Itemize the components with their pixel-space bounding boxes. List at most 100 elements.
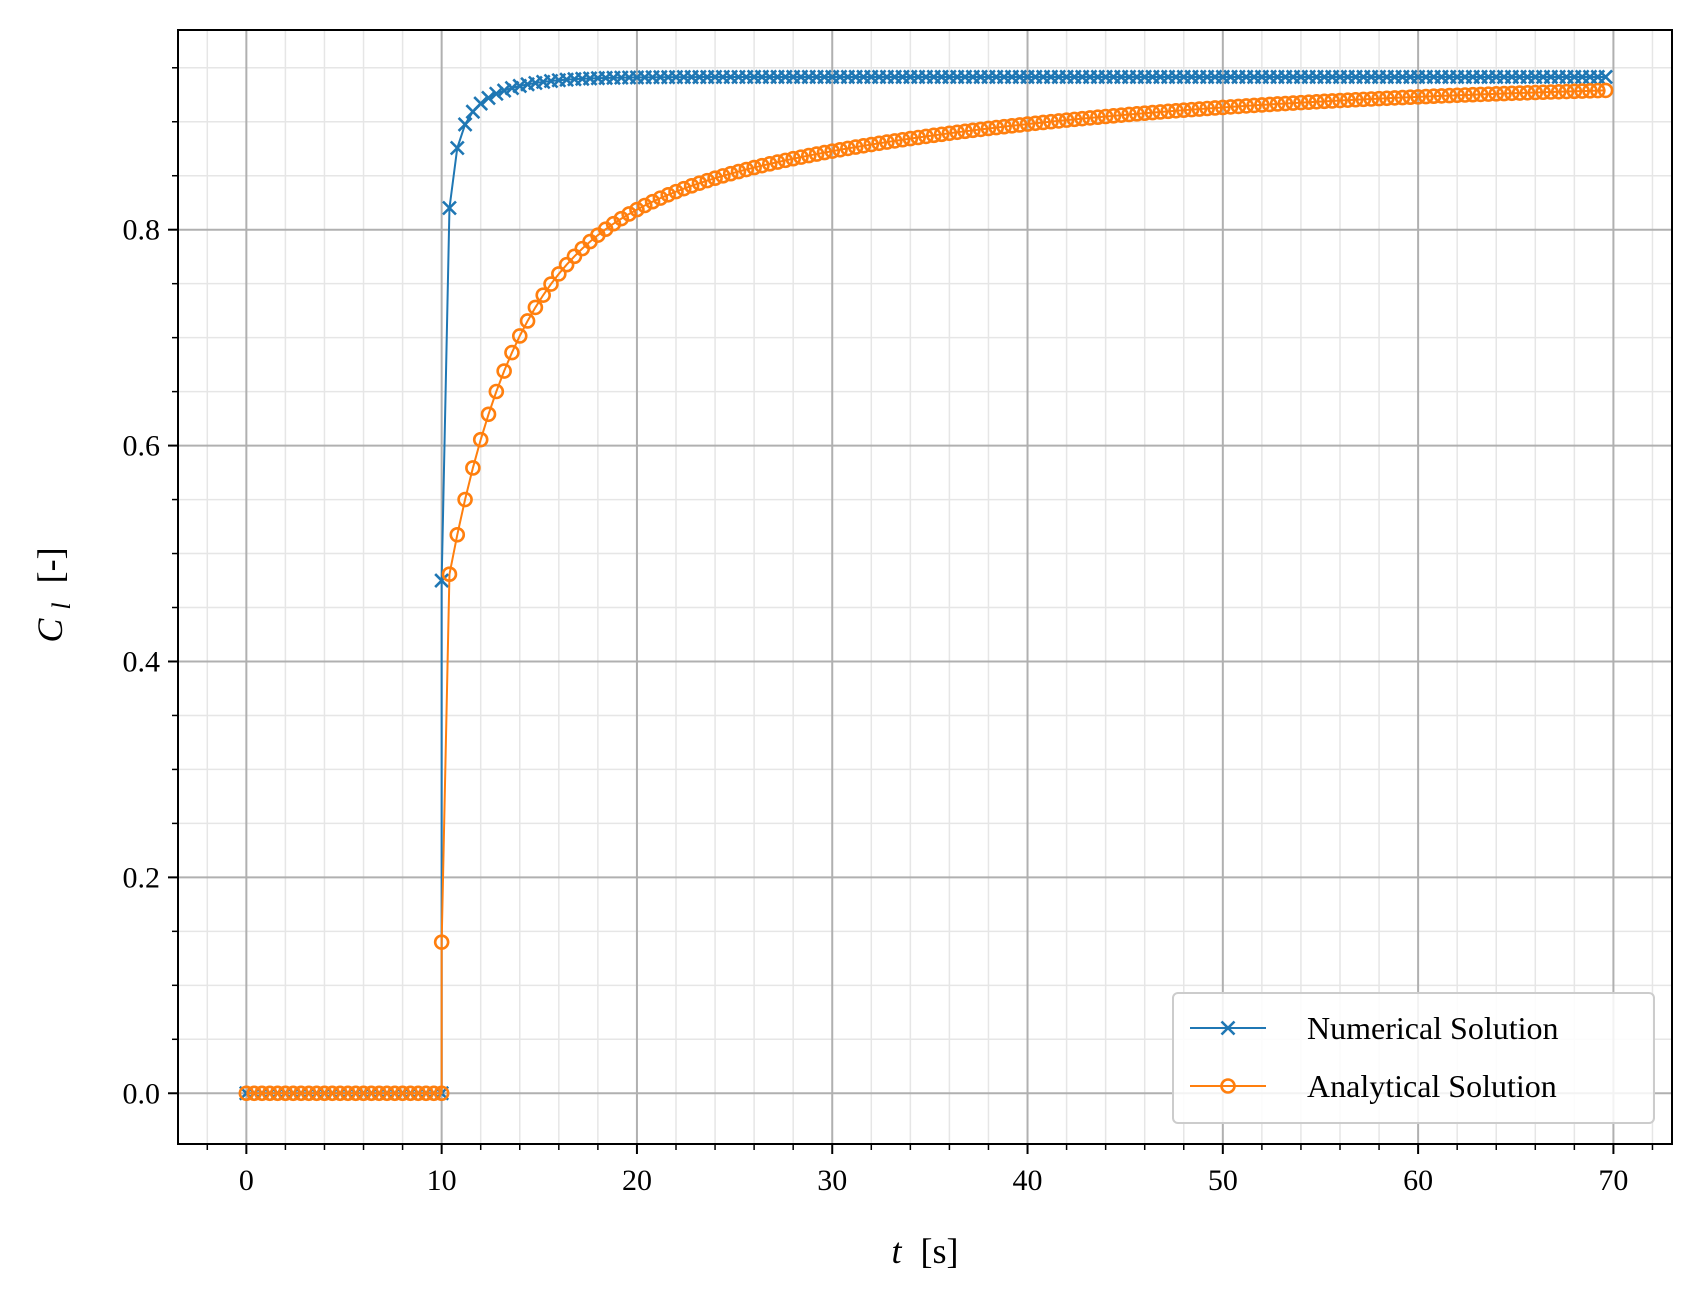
data-point-circle-marker [316,1085,333,1102]
data-point-circle-marker [1550,83,1567,100]
data-point-circle-marker [840,140,856,157]
data-point-circle-marker [301,1085,317,1102]
data-point-circle-marker [1035,114,1051,131]
data-point-circle-marker [1004,118,1020,134]
y-tick-label: 0.2 [123,861,161,894]
data-point-circle-marker [1129,106,1145,122]
data-point-circle-marker [441,566,458,583]
data-point-circle-marker [1308,93,1325,110]
data-point-circle-marker [1441,87,1458,104]
data-point-circle-marker [363,1085,380,1102]
data-point-circle-marker [1222,99,1239,115]
data-point-circle-marker [324,1085,341,1102]
data-point-circle-marker [1019,116,1036,132]
x-tick-label: 70 [1598,1164,1628,1197]
y-axis-label: C l [-] [30,547,78,642]
data-point-circle-marker [246,1085,262,1102]
data-point-circle-marker [1332,92,1348,109]
data-point-circle-marker [394,1085,411,1102]
data-point-circle-marker [1238,98,1255,114]
data-point-circle-marker [1285,95,1301,111]
data-point-circle-marker [1082,110,1098,126]
data-point-circle-marker [1090,109,1106,126]
legend-label-numerical: Numerical Solution [1307,1010,1559,1046]
data-point-circle-marker [1136,105,1153,122]
y-axis-label-sub: l [47,602,76,609]
x-tick-label: 20 [622,1164,652,1197]
data-point-circle-marker [277,1085,294,1102]
data-point-circle-marker [972,121,989,138]
data-point-circle-marker [1261,96,1278,113]
x-tick-label: 10 [427,1164,457,1197]
data-point-circle-marker [285,1085,302,1102]
data-point-circle-marker [761,156,778,172]
data-point-circle-marker [636,197,653,214]
data-point-circle-marker [386,1085,403,1102]
data-point-circle-marker [879,134,895,150]
data-point-x-marker [442,200,457,216]
data-point-circle-marker [988,119,1005,136]
data-point-circle-marker [535,287,552,303]
data-point-circle-marker [254,1085,270,1102]
y-tick-label: 0.4 [123,645,161,678]
data-point-circle-marker [1254,97,1270,113]
data-point-circle-marker [418,1085,434,1102]
data-point-circle-marker [1496,85,1512,102]
data-point-circle-marker [1558,83,1575,100]
data-point-x-marker [488,86,504,102]
data-point-circle-marker [824,143,841,159]
data-point-x-marker [481,90,496,106]
data-point-circle-marker [1105,108,1122,124]
data-point-circle-marker [808,146,825,162]
data-point-circle-marker [371,1085,387,1102]
data-point-circle-marker [894,131,911,148]
data-point-circle-marker [793,149,809,165]
data-point-circle-marker [965,122,981,139]
x-axis-label-var: t [891,1231,902,1271]
data-point-circle-marker [715,168,731,184]
data-point-circle-marker [1347,91,1364,108]
data-point-circle-marker [1371,90,1387,107]
data-point-circle-marker [1121,106,1137,123]
series-line [246,89,1606,1095]
data-point-circle-marker [558,256,575,273]
data-point-circle-marker [511,328,528,344]
data-point-circle-marker [1402,89,1419,106]
data-point-circle-marker [1425,88,1442,105]
data-point-circle-marker [1066,111,1083,128]
data-point-circle-marker [1457,87,1473,103]
data-point-circle-marker [1097,108,1114,125]
data-point-x-marker [1598,69,1614,85]
y-tick-label: 0.8 [123,214,161,247]
data-point-circle-marker [660,186,676,203]
data-point-circle-marker [707,170,723,186]
y-tick-label: 0.6 [123,430,161,463]
data-point-circle-marker [1386,90,1403,106]
data-point-circle-marker [1175,102,1192,118]
data-point-circle-marker [1472,86,1489,103]
data-point-circle-marker [933,126,950,143]
data-point-circle-marker [949,124,966,141]
data-point-circle-marker [1394,89,1411,106]
data-point-circle-marker [1183,101,1200,118]
data-point-circle-marker [738,161,755,178]
data-point-circle-marker [1597,82,1614,99]
data-point-circle-marker [465,460,481,476]
legend-marker-x-icon [1220,1020,1236,1036]
data-point-circle-marker [1011,117,1028,133]
data-point-circle-marker [1418,88,1434,105]
x-tick-label: 40 [1013,1164,1043,1197]
data-point-circle-marker [1543,84,1559,100]
data-point-circle-marker [621,206,637,222]
data-point-circle-marker [644,193,661,210]
legend-marker [1220,1020,1236,1036]
data-point-circle-marker [1574,83,1590,99]
data-point-circle-marker [629,201,645,218]
y-axis-label-var: C [30,618,70,643]
data-point-circle-marker [918,128,934,145]
data-point-circle-marker [730,163,747,180]
data-point-x-marker [449,140,465,156]
data-point-circle-marker [1449,87,1465,104]
data-point-circle-marker [551,266,567,282]
